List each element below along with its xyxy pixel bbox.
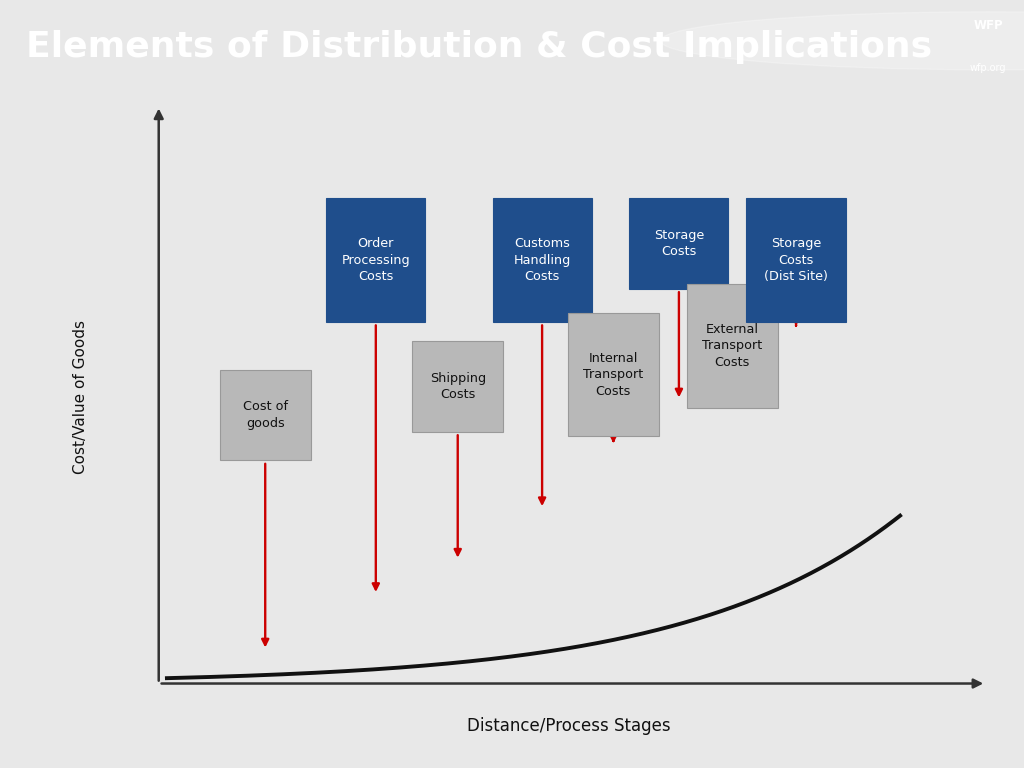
Text: Cost/Value of Goods: Cost/Value of Goods	[74, 320, 88, 475]
Text: Internal
Transport
Costs: Internal Transport Costs	[584, 352, 643, 398]
Text: Shipping
Costs: Shipping Costs	[430, 372, 485, 402]
FancyBboxPatch shape	[568, 313, 658, 436]
Text: Storage
Costs
(Dist Site): Storage Costs (Dist Site)	[764, 237, 828, 283]
Text: Order
Processing
Costs: Order Processing Costs	[341, 237, 411, 283]
FancyBboxPatch shape	[413, 341, 503, 432]
FancyBboxPatch shape	[327, 198, 425, 322]
Text: wfp.org: wfp.org	[970, 63, 1007, 73]
Text: Elements of Distribution & Cost Implications: Elements of Distribution & Cost Implicat…	[26, 30, 932, 64]
Text: External
Transport
Costs: External Transport Costs	[702, 323, 762, 369]
Text: Customs
Handling
Costs: Customs Handling Costs	[513, 237, 570, 283]
FancyBboxPatch shape	[687, 284, 777, 408]
Text: Storage
Costs: Storage Costs	[653, 229, 705, 258]
Text: WFP: WFP	[974, 19, 1002, 32]
Text: Distance/Process Stages: Distance/Process Stages	[467, 717, 670, 736]
Circle shape	[660, 12, 1024, 70]
Text: Cost of
goods: Cost of goods	[243, 400, 288, 430]
FancyBboxPatch shape	[220, 370, 310, 460]
FancyBboxPatch shape	[493, 198, 592, 322]
FancyBboxPatch shape	[630, 198, 728, 289]
FancyBboxPatch shape	[746, 198, 846, 322]
